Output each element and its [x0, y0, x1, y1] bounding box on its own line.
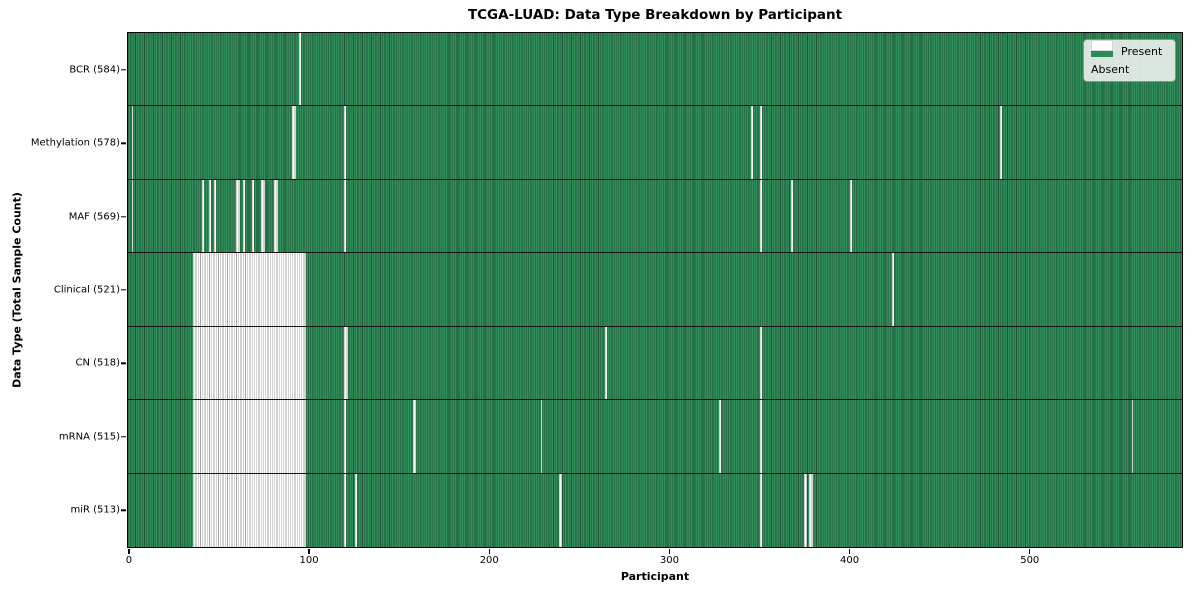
absent-segment [344, 179, 346, 253]
x-tick-mark [1029, 549, 1031, 554]
absent-segment [344, 326, 348, 400]
x-tick-label-500: 500 [1020, 555, 1040, 566]
y-tick-mark [121, 436, 126, 438]
absent-segment [355, 473, 357, 547]
absent-segment [192, 473, 307, 547]
x-tick-label-400: 400 [840, 555, 860, 566]
y-tick-mark [121, 215, 126, 218]
absent-segment [751, 106, 754, 179]
y-tick-label-methylation: Methylation (578) [30, 137, 120, 149]
y-tick-mark [121, 362, 126, 365]
absent-segment [760, 106, 763, 179]
absent-segment [299, 33, 301, 106]
absent-segment [344, 473, 346, 547]
absent-segment [209, 179, 211, 253]
absent-segment [718, 400, 721, 473]
plot-area [127, 32, 1183, 548]
legend: Present Absent [1083, 39, 1176, 82]
legend-label-present: Present [1121, 45, 1163, 58]
absent-segment [558, 473, 563, 547]
absent-segment [252, 179, 255, 253]
y-tick-label-cn: CN (518) [75, 357, 120, 369]
absent-segment [273, 179, 278, 253]
present-swatch-icon [1091, 46, 1113, 57]
data-row-clinical [128, 253, 1182, 327]
absent-segment [261, 179, 265, 253]
absent-segment [192, 326, 307, 400]
absent-segment [1131, 400, 1134, 473]
x-tick-label-100: 100 [299, 555, 319, 566]
absent-segment [131, 106, 134, 179]
absent-segment [891, 253, 894, 326]
data-row-maf [128, 179, 1182, 254]
absent-segment [344, 106, 346, 179]
legend-item-present: Present [1091, 45, 1168, 58]
absent-segment [236, 179, 240, 253]
absent-segment [192, 253, 307, 326]
x-tick-mark [488, 549, 490, 554]
absent-segment [803, 473, 808, 547]
absent-segment [344, 400, 346, 473]
absent-segment [540, 400, 543, 473]
x-tick-mark [668, 549, 671, 554]
data-row-bcr [128, 33, 1182, 107]
absent-segment [214, 179, 217, 253]
y-tick-mark [121, 289, 126, 291]
y-tick-label-bcr: BCR (584) [69, 64, 120, 76]
x-tick-mark [848, 549, 851, 554]
absent-segment [131, 179, 134, 253]
x-axis-label: Participant [620, 570, 690, 583]
y-tick-label-mir: miR (513) [70, 504, 120, 516]
absent-segment [809, 473, 813, 547]
absent-segment [760, 473, 763, 547]
data-row-mir [128, 473, 1182, 547]
y-tick-mark [121, 509, 126, 511]
absent-segment [791, 179, 793, 253]
data-row-methylation [128, 106, 1182, 180]
data-row-mrna [128, 400, 1182, 474]
y-tick-mark [121, 142, 126, 144]
absent-segment [192, 400, 307, 473]
legend-item-absent: Absent [1091, 40, 1168, 76]
x-tick-label-200: 200 [479, 555, 499, 566]
absent-segment [760, 179, 763, 253]
x-tick-mark [128, 549, 130, 554]
absent-segment [291, 106, 296, 179]
x-tick-mark [308, 549, 310, 554]
absent-segment [412, 400, 417, 473]
data-row-cn [128, 326, 1182, 401]
absent-swatch-icon [1091, 40, 1113, 51]
absent-segment [760, 326, 763, 400]
chart-title: TCGA-LUAD: Data Type Breakdown by Partic… [467, 7, 843, 23]
y-tick-label-maf: MAF (569) [68, 211, 120, 223]
absent-segment [605, 326, 608, 400]
absent-segment [1000, 106, 1002, 179]
absent-segment [243, 179, 246, 253]
x-tick-label-300: 300 [659, 555, 679, 566]
legend-label-absent: Absent [1091, 63, 1130, 76]
y-tick-mark [121, 69, 126, 71]
y-tick-label-clinical: Clinical (521) [53, 284, 120, 296]
absent-segment [201, 179, 204, 253]
absent-segment [760, 400, 763, 473]
absent-segment [850, 179, 853, 253]
x-tick-label-0: 0 [125, 555, 133, 566]
y-tick-label-mrna: mRNA (515) [58, 431, 120, 443]
